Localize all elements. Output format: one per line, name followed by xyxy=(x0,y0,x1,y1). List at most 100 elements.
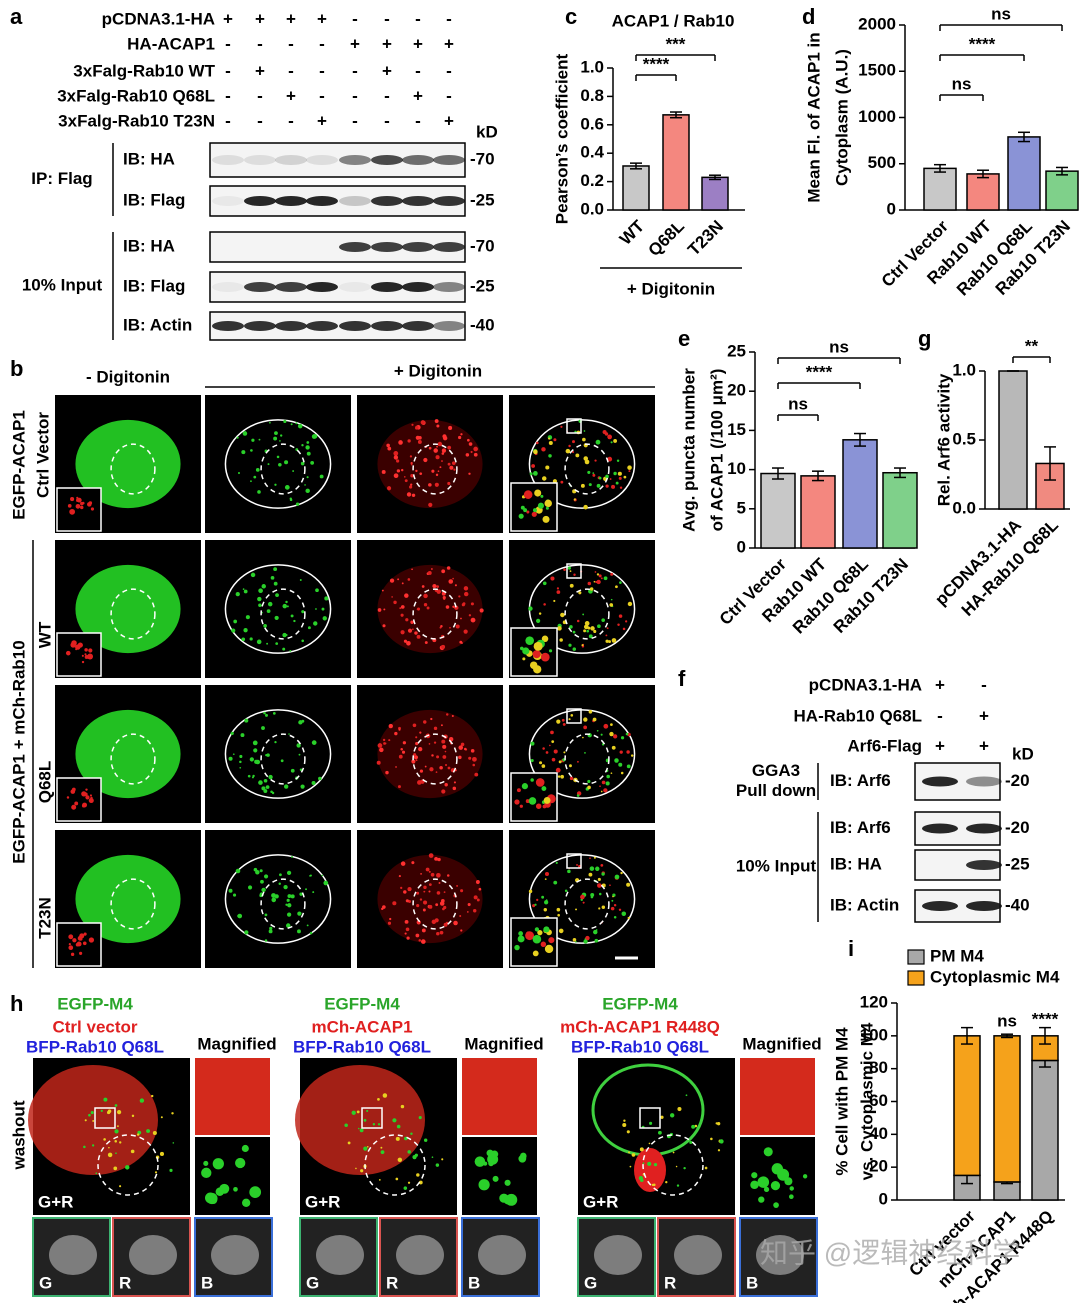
puncta xyxy=(431,469,435,473)
puncta xyxy=(555,861,558,865)
puncta xyxy=(356,1110,360,1114)
puncta xyxy=(423,593,428,599)
puncta xyxy=(423,1138,428,1142)
channel-thumb xyxy=(657,1217,736,1297)
puncta xyxy=(542,747,545,750)
construct-line: Ctrl vector xyxy=(52,1017,137,1036)
magnified-red xyxy=(462,1058,537,1135)
puncta xyxy=(428,502,433,507)
puncta xyxy=(264,939,268,942)
puncta xyxy=(544,944,554,954)
error-bar xyxy=(709,174,721,181)
puncta xyxy=(68,934,74,940)
puncta xyxy=(412,1155,417,1160)
puncta xyxy=(551,740,555,744)
puncta xyxy=(605,474,609,479)
blot-label: IB: Arf6 xyxy=(830,818,891,837)
error-bar xyxy=(934,163,946,173)
puncta xyxy=(295,422,298,425)
puncta xyxy=(66,796,70,799)
bar xyxy=(701,176,729,211)
blot-band xyxy=(966,776,1002,787)
puncta xyxy=(436,858,439,861)
puncta xyxy=(540,941,547,948)
condition-sign: - xyxy=(446,86,452,105)
x-axis-label: + Digitonin xyxy=(627,279,715,298)
nucleus-outline xyxy=(260,443,306,495)
puncta xyxy=(232,893,237,897)
puncta xyxy=(478,887,482,891)
puncta xyxy=(90,1110,94,1115)
blot-band xyxy=(922,901,958,911)
puncta xyxy=(542,515,550,523)
puncta xyxy=(530,778,534,782)
significance-label: ns xyxy=(997,1011,1017,1030)
puncta xyxy=(442,434,447,439)
puncta xyxy=(627,1151,631,1154)
puncta xyxy=(116,1125,119,1128)
puncta xyxy=(257,490,261,494)
puncta xyxy=(81,654,84,657)
puncta xyxy=(88,937,95,943)
puncta xyxy=(386,443,390,448)
bar xyxy=(622,165,650,211)
nucleus-outline xyxy=(110,443,156,495)
puncta xyxy=(95,1172,98,1175)
puncta xyxy=(548,454,552,458)
puncta xyxy=(525,636,534,645)
puncta xyxy=(455,624,460,629)
puncta xyxy=(577,760,579,763)
puncta xyxy=(81,803,86,808)
puncta xyxy=(425,867,430,872)
puncta xyxy=(518,513,524,519)
puncta xyxy=(407,1150,411,1154)
puncta xyxy=(623,1119,626,1122)
puncta xyxy=(431,919,437,925)
puncta xyxy=(583,430,586,432)
puncta xyxy=(704,1166,708,1170)
puncta xyxy=(263,789,268,793)
error-bar xyxy=(894,467,906,479)
puncta xyxy=(463,629,468,634)
puncta xyxy=(583,504,588,510)
puncta xyxy=(443,905,447,910)
nucleus-outline xyxy=(642,1134,704,1196)
blot-band xyxy=(402,282,434,292)
y-tick-label: 0.0 xyxy=(580,199,604,218)
puncta xyxy=(537,502,544,509)
puncta xyxy=(437,441,443,447)
puncta xyxy=(295,502,300,506)
puncta xyxy=(415,736,418,739)
puncta xyxy=(541,895,545,899)
puncta xyxy=(431,1156,434,1158)
puncta xyxy=(458,755,462,760)
puncta xyxy=(660,1115,664,1119)
puncta xyxy=(528,889,533,894)
y-tick-label: 500 xyxy=(868,153,896,172)
kd-marker: -40 xyxy=(470,315,495,334)
puncta xyxy=(460,617,462,620)
puncta xyxy=(544,499,552,508)
puncta xyxy=(305,445,310,450)
puncta xyxy=(382,624,386,628)
puncta xyxy=(545,751,549,754)
cell-outline xyxy=(224,419,332,509)
puncta xyxy=(549,744,551,747)
cell xyxy=(295,1065,425,1175)
puncta xyxy=(593,629,597,634)
condition-sign: + xyxy=(413,34,423,53)
puncta xyxy=(310,461,315,465)
puncta xyxy=(263,874,269,879)
y-axis-label: % Cell with PM M4 xyxy=(832,1027,851,1176)
puncta xyxy=(443,891,446,893)
channel-label: B xyxy=(201,1273,213,1292)
blot-label: IB: Flag xyxy=(123,190,185,209)
puncta xyxy=(672,1151,675,1154)
puncta xyxy=(416,891,420,895)
y-tick-label: 100 xyxy=(860,1025,888,1044)
puncta xyxy=(416,608,419,611)
y-tick-label: 1.0 xyxy=(580,57,604,76)
blot-band xyxy=(966,901,1002,911)
puncta xyxy=(83,932,87,936)
y-tick-label: 40 xyxy=(869,1124,888,1143)
